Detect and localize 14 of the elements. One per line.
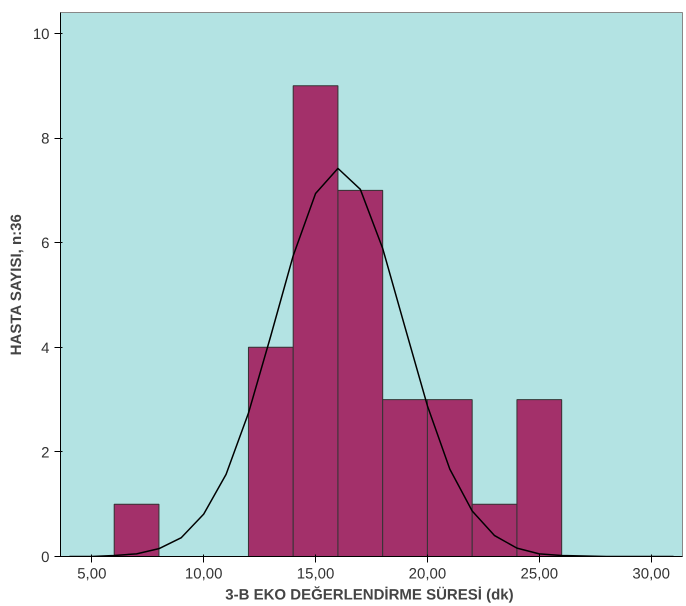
x-axis-title: 3-B EKO DEĞERLENDİRME SÜRESİ (dk) xyxy=(225,586,514,604)
y-tick-label: 4 xyxy=(41,340,50,357)
x-tick-label: 30,00 xyxy=(632,566,670,582)
x-tick-label: 5,00 xyxy=(77,566,106,582)
x-tick-label: 15,00 xyxy=(296,566,334,582)
y-tick-label: 6 xyxy=(41,235,50,252)
x-tick-label: 10,00 xyxy=(184,566,222,582)
y-axis-title: HASTA SAYISI, n:36 xyxy=(8,214,25,356)
x-tick-label: 20,00 xyxy=(408,566,446,582)
y-tick-label: 2 xyxy=(41,444,50,462)
x-tick-label: 25,00 xyxy=(520,566,558,582)
y-tick-label: 8 xyxy=(41,130,50,148)
y-tick-label: 10 xyxy=(32,26,50,43)
y-tick-label: 0 xyxy=(41,549,50,566)
